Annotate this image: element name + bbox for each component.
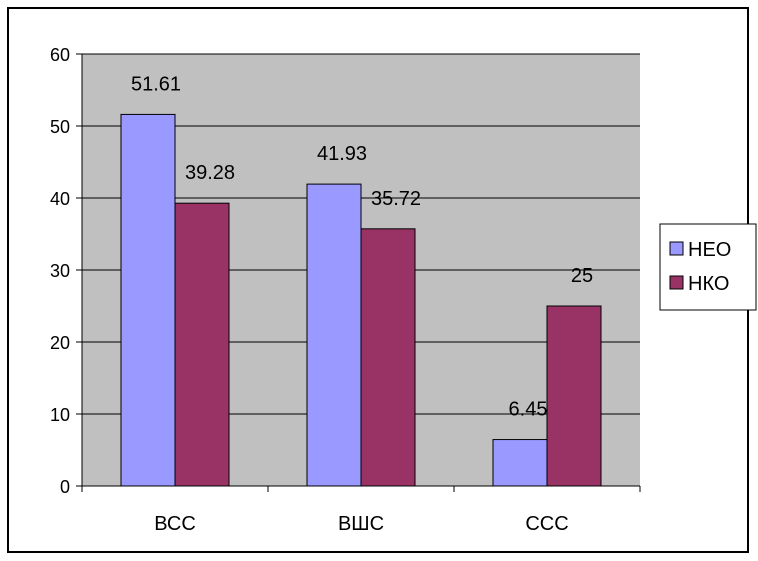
y-tick-label: 30 bbox=[50, 261, 70, 281]
legend: НЕО НКО bbox=[659, 223, 757, 311]
bars bbox=[120, 113, 602, 487]
data-labels: 51.61 39.28 41.93 35.72 6.45 25 bbox=[131, 73, 593, 420]
bar-neo bbox=[120, 113, 176, 487]
data-label: 35.72 bbox=[371, 188, 421, 210]
bar-nko bbox=[546, 305, 602, 487]
y-tick-label: 50 bbox=[50, 117, 70, 137]
bar-nko bbox=[360, 228, 416, 487]
category-labels: ВСС ВШС ССС bbox=[154, 513, 568, 535]
axes bbox=[76, 53, 641, 492]
legend-label: НЕО bbox=[688, 239, 731, 261]
category-label: ВСС bbox=[154, 513, 196, 535]
legend-swatch bbox=[669, 241, 684, 256]
y-tick-labels: 0 10 20 30 40 50 60 bbox=[50, 45, 70, 497]
bar-neo bbox=[492, 439, 548, 487]
y-tick-label: 0 bbox=[60, 477, 70, 497]
bar-nko bbox=[174, 202, 230, 487]
data-label: 51.61 bbox=[131, 73, 181, 95]
data-label: 39.28 bbox=[185, 162, 235, 184]
legend-label: НКО bbox=[688, 273, 729, 295]
category-label: ВШС bbox=[338, 513, 384, 535]
bar-neo bbox=[306, 183, 362, 487]
category-label: ССС bbox=[525, 513, 568, 535]
legend-box bbox=[659, 223, 757, 311]
data-label: 6.45 bbox=[509, 399, 548, 421]
y-tick-label: 40 bbox=[50, 189, 70, 209]
legend-swatch bbox=[669, 275, 684, 290]
y-tick-label: 20 bbox=[50, 333, 70, 353]
data-label: 41.93 bbox=[317, 143, 367, 165]
y-tick-label: 60 bbox=[50, 45, 70, 65]
y-tick-label: 10 bbox=[50, 405, 70, 425]
data-label: 25 bbox=[571, 265, 593, 287]
